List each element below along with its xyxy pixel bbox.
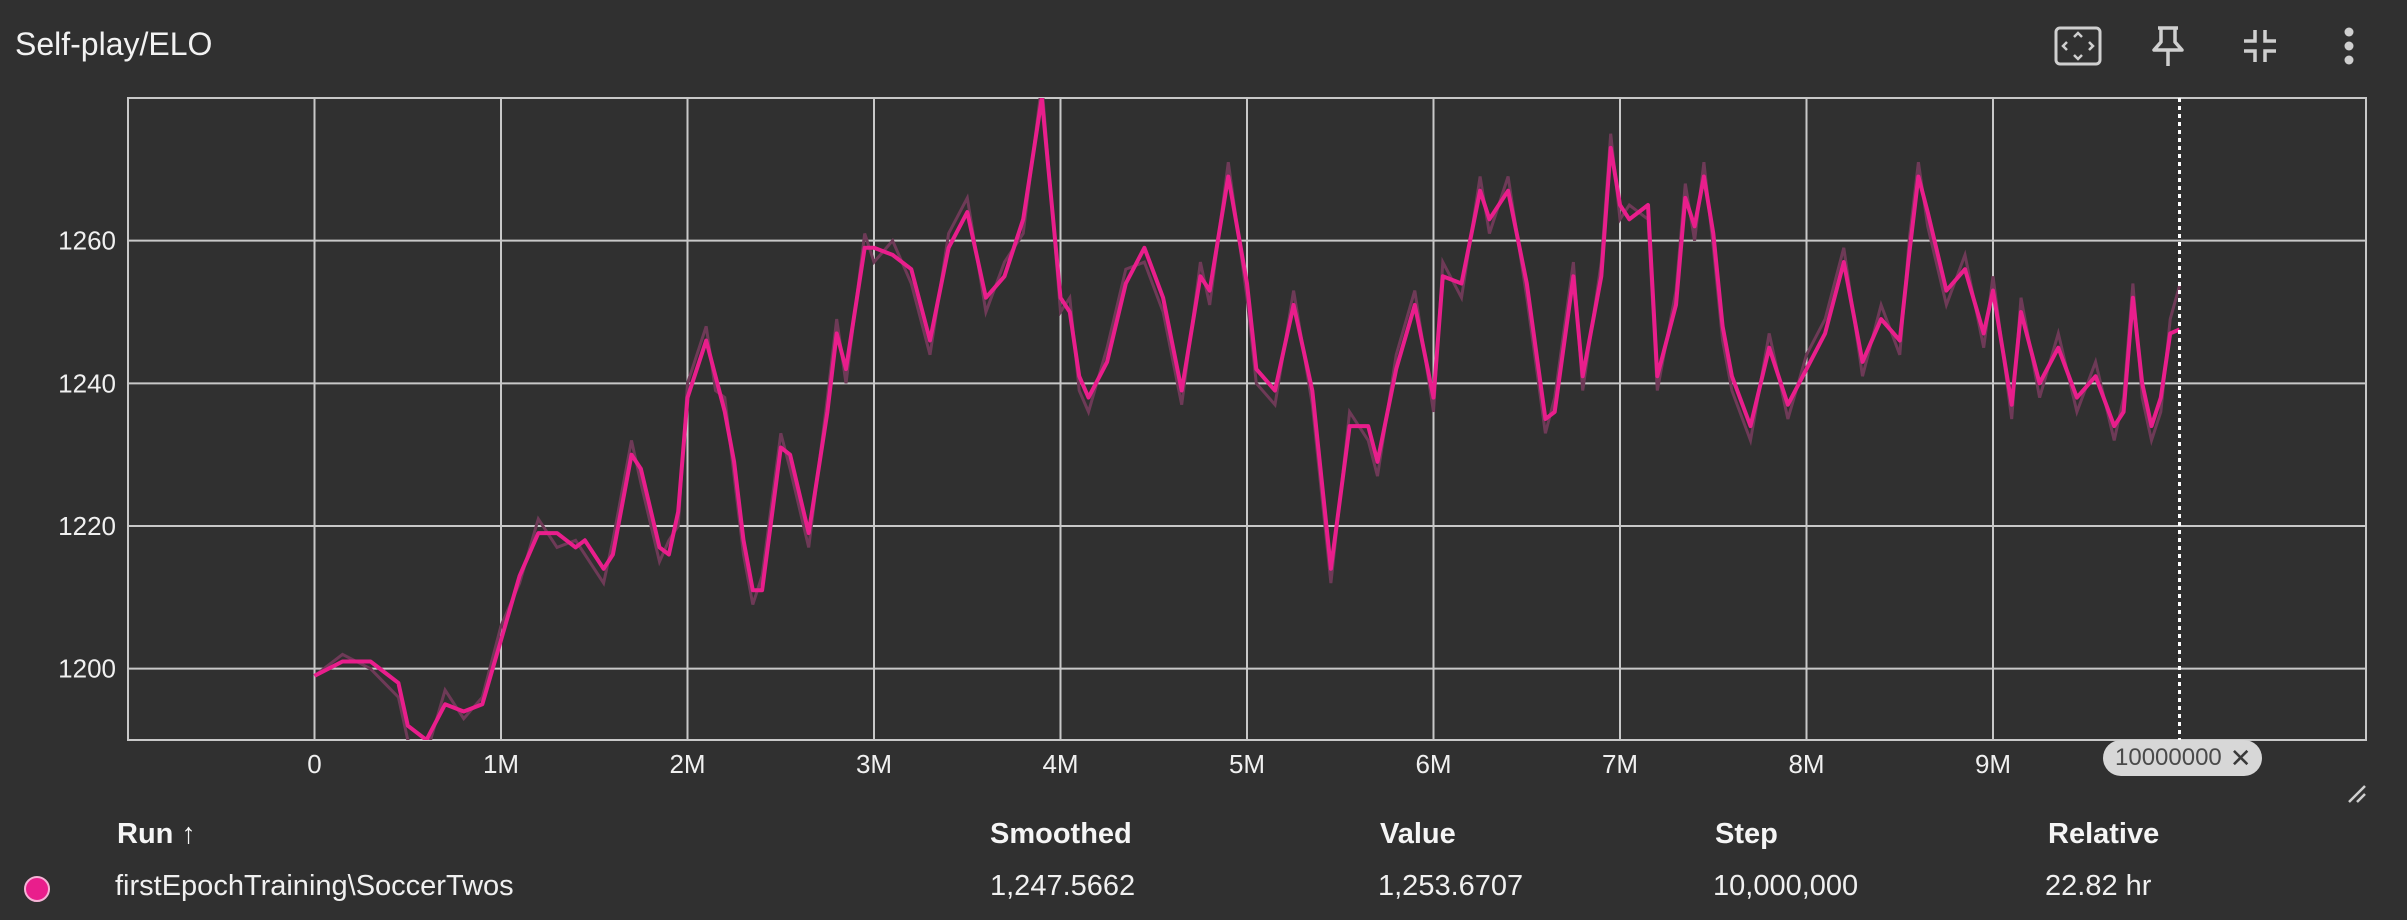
relative-column-header[interactable]: Relative bbox=[2048, 818, 2160, 850]
x-tick-label: 1M bbox=[483, 749, 519, 779]
value-column-header[interactable]: Value bbox=[1380, 818, 1456, 850]
y-tick-label: 1240 bbox=[58, 368, 116, 398]
smoothed-cell: 1,247.5662 bbox=[990, 870, 1136, 902]
value-cell: 1,253.6707 bbox=[1378, 870, 1524, 902]
fit-to-domain-button[interactable] bbox=[2050, 18, 2106, 74]
x-tick-label: 7M bbox=[1602, 749, 1638, 779]
x-tick-label: 6M bbox=[1415, 749, 1451, 779]
smoothed-series-line bbox=[313, 98, 2181, 740]
pin-icon bbox=[2152, 26, 2184, 66]
x-tick-label: 4M bbox=[1042, 749, 1078, 779]
x-tick-label: 5M bbox=[1229, 749, 1265, 779]
card-title: Self-play/ELO bbox=[15, 26, 213, 62]
card-header: Self-play/ELO bbox=[0, 0, 2407, 90]
x-tick-label: 9M bbox=[1975, 749, 2011, 779]
relative-cell: 22.82 hr bbox=[2045, 870, 2152, 902]
resize-handle-icon[interactable] bbox=[2345, 782, 2367, 804]
y-tick-label: 1260 bbox=[58, 226, 116, 256]
x-tick-label: 0 bbox=[307, 749, 321, 779]
pin-button[interactable] bbox=[2140, 18, 2196, 74]
x-tick-label: 2M bbox=[669, 749, 705, 779]
run-color-swatch bbox=[24, 876, 50, 902]
more-vert-icon bbox=[2344, 27, 2354, 65]
smoothed-column-header[interactable]: Smoothed bbox=[990, 818, 1132, 850]
run-name-cell: firstEpochTraining\SoccerTwos bbox=[115, 870, 514, 902]
collapse-button[interactable] bbox=[2232, 18, 2288, 74]
step-cursor-value: 10000000 bbox=[2115, 744, 2222, 771]
step-column-header[interactable]: Step bbox=[1715, 818, 1778, 850]
collapse-icon bbox=[2244, 30, 2276, 62]
x-tick-label: 3M bbox=[856, 749, 892, 779]
x-tick-label: 8M bbox=[1788, 749, 1824, 779]
step-cursor-chip: 10000000 ✕ bbox=[2103, 740, 2262, 776]
close-icon[interactable]: ✕ bbox=[2229, 742, 2252, 773]
more-options-button[interactable] bbox=[2321, 18, 2377, 74]
run-column-header[interactable]: Run ↑ bbox=[117, 818, 196, 850]
y-tick-label: 1200 bbox=[58, 654, 116, 684]
line-chart[interactable]: 0 1M 2M 3M 4M 5M 6M 7M 8M 9M 1200 1220 1240 1260 bbox=[0, 90, 2407, 790]
y-tick-label: 1220 bbox=[58, 511, 116, 541]
step-cell: 10,000,000 bbox=[1713, 870, 1859, 902]
fit-to-domain-icon bbox=[2054, 26, 2102, 66]
